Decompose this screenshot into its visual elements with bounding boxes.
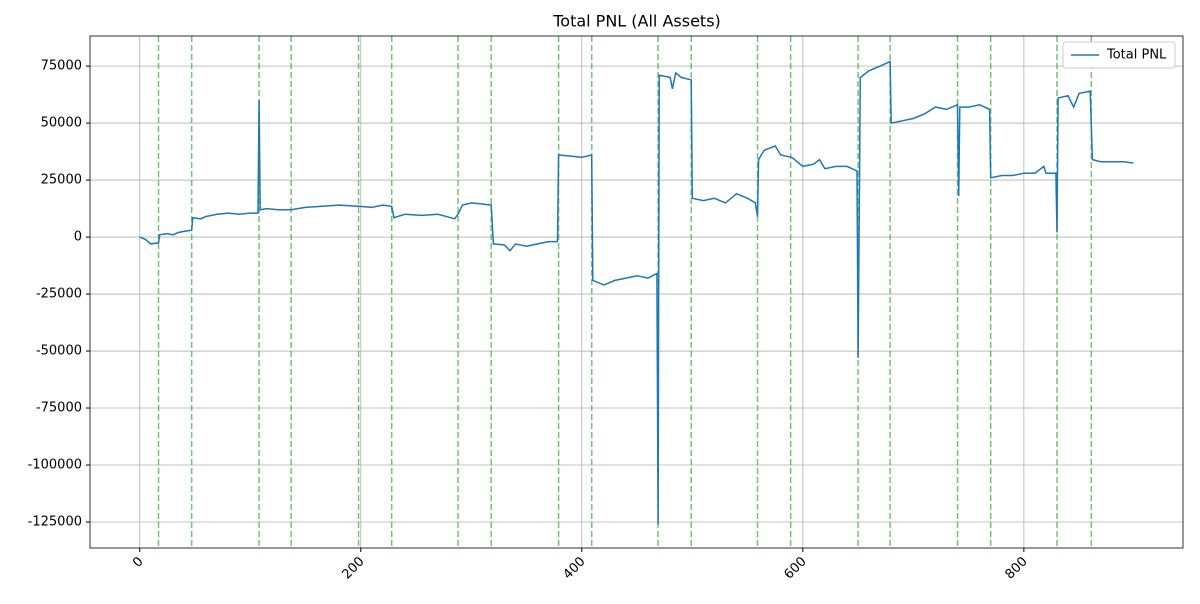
x-tick-label: 0 <box>130 554 146 570</box>
legend-label: Total PNL <box>1106 48 1167 63</box>
y-tick-label: -100000 <box>28 458 82 473</box>
legend-box <box>1062 41 1176 69</box>
plot-frame <box>89 35 1184 549</box>
y-tick-label: 25000 <box>41 173 82 188</box>
y-tick-label: 0 <box>74 230 82 245</box>
chart-title: Total PNL (All Assets) <box>552 12 721 31</box>
x-tick-label: 800 <box>1003 554 1031 582</box>
series-line <box>139 60 1134 525</box>
x-tick-label: 400 <box>560 554 588 582</box>
y-tick-label: 50000 <box>41 116 82 131</box>
y-tick-label: -50000 <box>36 344 82 359</box>
y-tick-label: -75000 <box>36 401 82 416</box>
y-tick-label: -25000 <box>36 287 82 302</box>
y-tick-label: -125000 <box>28 515 82 530</box>
x-tick-label: 200 <box>339 554 367 582</box>
x-tick-label: 600 <box>781 554 809 582</box>
y-tick-label: 75000 <box>41 59 82 74</box>
legend: Total PNL <box>1062 41 1176 69</box>
